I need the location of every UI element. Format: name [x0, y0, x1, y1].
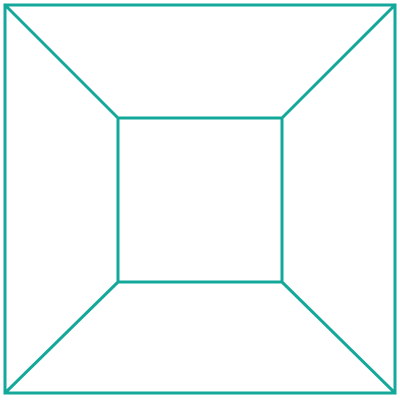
- edge-bottom-left: [3, 280, 120, 395]
- outer-square: [3, 3, 397, 395]
- edge-top-right: [280, 3, 397, 120]
- edge-top-left: [3, 3, 120, 120]
- edge-bottom-right: [280, 280, 397, 395]
- inner-square: [116, 116, 284, 284]
